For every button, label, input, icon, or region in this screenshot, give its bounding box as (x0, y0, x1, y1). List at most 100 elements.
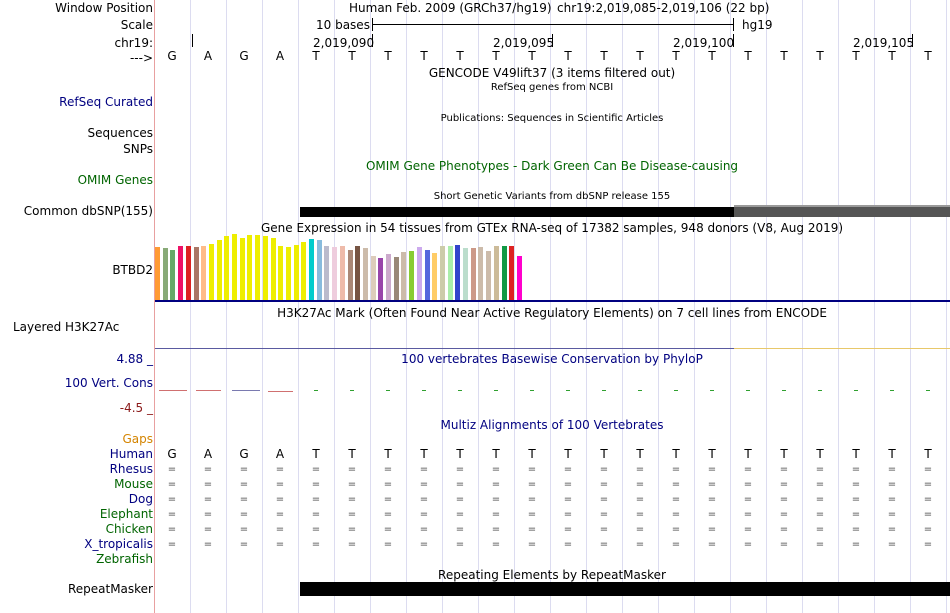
gtex-tissue-bar[interactable] (185, 246, 191, 300)
gtex-tissue-bar[interactable] (332, 247, 338, 300)
gtex-tissue-bar[interactable] (493, 246, 499, 300)
gtex-tissue-bar[interactable] (301, 242, 307, 300)
gtex-tissue-bar[interactable] (463, 248, 468, 300)
multiz-track-title[interactable]: Multiz Alignments of 100 Vertebrates (440, 418, 664, 432)
sequences-track-label[interactable]: Sequences (87, 126, 153, 140)
alignment-match-mark: = (779, 479, 789, 490)
assembly-title: Human Feb. 2009 (GRCh37/hg19) (349, 1, 552, 15)
gtex-tissue-bar[interactable] (347, 250, 353, 300)
gtex-tissue-bar[interactable] (486, 251, 492, 300)
snps-track-label[interactable]: SNPs (123, 142, 153, 156)
species-label: Zebrafish (96, 552, 153, 566)
alignment-match-mark: = (527, 509, 537, 520)
dbsnp-track-title[interactable]: Short Genetic Variants from dbSNP releas… (433, 191, 671, 202)
base-letter: T (348, 49, 356, 63)
gtex-tissue-bar[interactable] (439, 246, 445, 300)
alignment-match-mark: = (383, 479, 393, 490)
alignment-match-mark: = (815, 509, 825, 520)
human-alignment-base: T (528, 447, 536, 461)
dbsnp-track-label[interactable]: Common dbSNP(155) (23, 204, 153, 218)
refseq-track-label[interactable]: RefSeq Curated (59, 95, 153, 109)
gtex-tissue-bar[interactable] (193, 247, 199, 300)
gtex-tissue-bar[interactable] (386, 254, 391, 300)
gtex-tissue-bar[interactable] (216, 240, 222, 300)
alignment-match-mark: = (347, 464, 357, 475)
omim-track-label[interactable]: OMIM Genes (77, 173, 153, 187)
gtex-tissue-bar[interactable] (232, 234, 237, 300)
gtex-tissue-bar[interactable] (247, 235, 253, 300)
gtex-tissue-bar[interactable] (293, 245, 299, 300)
alignment-match-mark: = (167, 509, 177, 520)
gencode-track-title[interactable]: GENCODE V49lift37 (3 items filtered out) (428, 66, 676, 80)
gtex-tissue-bar[interactable] (501, 246, 507, 300)
gtex-tissue-bar[interactable] (324, 246, 330, 300)
alignment-match-mark: = (275, 479, 285, 490)
repeatmasker-track-title[interactable]: Repeating Elements by RepeatMasker (438, 568, 666, 582)
gtex-tissue-bar[interactable] (362, 248, 368, 300)
alignment-match-mark: = (635, 509, 645, 520)
gtex-tissue-bar[interactable] (255, 235, 261, 300)
alignment-match-mark: = (851, 494, 861, 505)
gtex-tissue-bar[interactable] (309, 239, 314, 300)
alignment-match-mark: = (239, 494, 249, 505)
gtex-tissue-bar[interactable] (409, 251, 415, 300)
conservation-track-label[interactable]: 100 Vert. Cons (64, 376, 153, 390)
gtex-tissue-bar[interactable] (155, 247, 160, 300)
gtex-tissue-bar[interactable] (208, 244, 214, 300)
gtex-tissue-bar[interactable] (278, 246, 284, 300)
alignment-match-mark: = (599, 539, 609, 550)
gtex-tissue-bar[interactable] (393, 257, 399, 300)
dbsnp-feature-gray[interactable] (734, 207, 950, 217)
alignment-match-mark: = (383, 464, 393, 475)
gtex-tissue-bar[interactable] (316, 240, 322, 300)
gtex-tissue-bar[interactable] (401, 252, 407, 300)
gtex-tissue-bar[interactable] (201, 246, 207, 300)
gtex-tissue-bar[interactable] (424, 250, 430, 300)
gtex-tissue-bar[interactable] (262, 236, 268, 300)
gtex-tissue-bar[interactable] (239, 238, 245, 300)
phylop-track-title[interactable]: 100 vertebrates Basewise Conservation by… (401, 352, 703, 366)
species-label: X_tropicalis (84, 537, 153, 551)
gtex-tissue-bar[interactable] (178, 246, 184, 300)
gtex-tissue-bar[interactable] (270, 238, 276, 300)
base-tick-start (192, 34, 193, 47)
alignment-match-mark: = (491, 539, 501, 550)
alignment-match-mark: = (707, 524, 717, 535)
gtex-tissue-bar[interactable] (478, 247, 484, 300)
gtex-tissue-bar[interactable] (455, 245, 461, 300)
omim-track-title[interactable]: OMIM Gene Phenotypes - Dark Green Can Be… (365, 159, 739, 173)
repeatmasker-track-label[interactable]: RepeatMasker (67, 582, 153, 596)
phylop-positive-mark (746, 390, 750, 391)
base-guideline (442, 0, 443, 613)
h3k27ac-track-title[interactable]: H3K27Ac Mark (Often Found Near Active Re… (277, 306, 827, 320)
gtex-tissue-bar[interactable] (224, 236, 230, 300)
gtex-tissue-bar[interactable] (509, 246, 515, 300)
repeatmasker-feature-bar[interactable] (300, 582, 950, 596)
gtex-track-title[interactable]: Gene Expression in 54 tissues from GTEx … (260, 221, 844, 235)
alignment-match-mark: = (563, 509, 573, 520)
human-alignment-base: T (456, 447, 464, 461)
publications-track-title[interactable]: Publications: Sequences in Scientific Ar… (440, 113, 664, 124)
gtex-tissue-bar[interactable] (378, 258, 384, 300)
alignment-match-mark: = (671, 479, 681, 490)
species-label: Chicken (105, 522, 153, 536)
gtex-tissue-bar[interactable] (516, 256, 522, 300)
gtex-tissue-bar[interactable] (470, 248, 476, 300)
gtex-tissue-bar[interactable] (162, 248, 168, 300)
gene-track-label[interactable]: BTBD2 (112, 263, 153, 277)
alignment-match-mark: = (743, 479, 753, 490)
base-letter: A (275, 49, 285, 63)
gtex-tissue-bar[interactable] (432, 253, 438, 300)
dbsnp-feature-bar[interactable] (300, 207, 734, 217)
gtex-tissue-bar[interactable] (447, 246, 453, 300)
gtex-tissue-bar[interactable] (170, 250, 176, 300)
scale-assembly: hg19 (742, 18, 773, 32)
gtex-tissue-bar[interactable] (416, 247, 422, 300)
human-alignment-base: G (167, 447, 177, 461)
gtex-tissue-bar[interactable] (355, 246, 361, 300)
gtex-tissue-bar[interactable] (285, 247, 291, 300)
gtex-tissue-bar[interactable] (370, 256, 376, 300)
refseq-track-title[interactable]: RefSeq genes from NCBI (490, 82, 614, 93)
h3k27ac-track-label[interactable]: Layered H3K27Ac (13, 320, 120, 334)
gtex-tissue-bar[interactable] (339, 246, 345, 300)
